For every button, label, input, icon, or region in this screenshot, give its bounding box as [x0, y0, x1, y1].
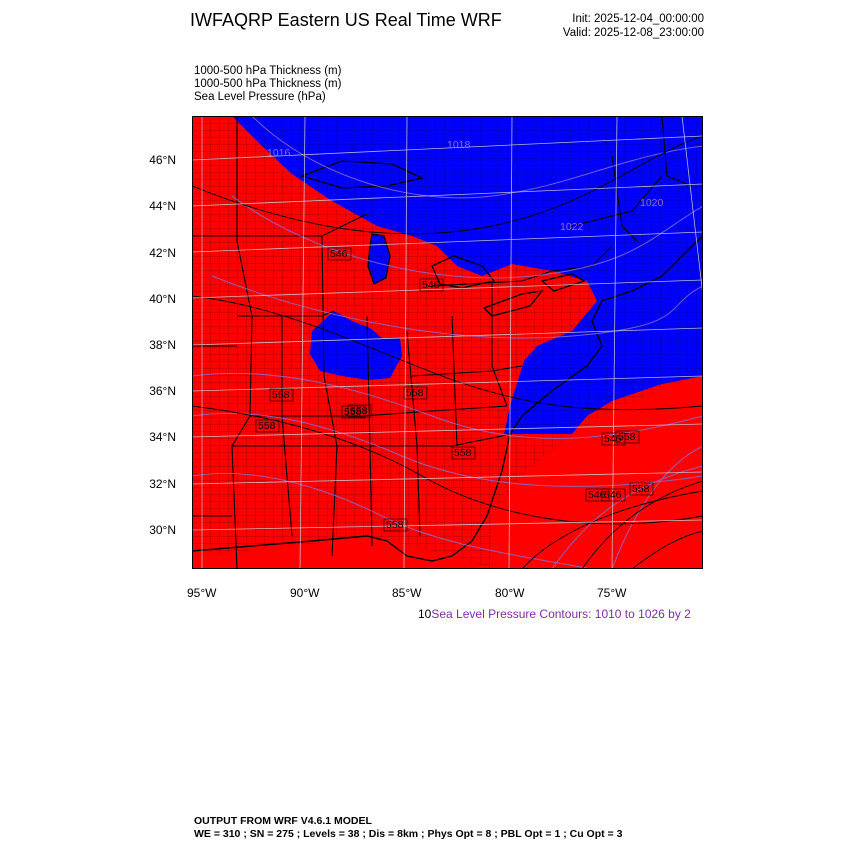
lat-label-42: 42°N: [149, 246, 176, 260]
contour-label-box: [347, 404, 372, 418]
lat-label-34: 34°N: [149, 430, 176, 444]
lat-label-32: 32°N: [149, 477, 176, 491]
lat-label-38: 38°N: [149, 338, 176, 352]
gulf-of-mexico: [192, 536, 492, 569]
footer-settings: WE = 310 ; SN = 275 ; Levels = 38 ; Dis …: [194, 828, 623, 840]
field-label-slp: Sea Level Pressure (hPa): [194, 91, 326, 103]
valid-time: Valid: 2025-12-08_23:00:00: [562, 27, 704, 39]
lat-label-40: 40°N: [149, 292, 176, 306]
thickness-contour-label: 546: [588, 489, 606, 501]
thickness-contour-label: 558: [272, 389, 290, 401]
slp-contour-label: 1022: [560, 221, 584, 233]
lon-label-85: 85°W: [392, 586, 422, 600]
map-frame: [192, 116, 703, 569]
contour-label-box: [601, 488, 626, 502]
thickness-contours: [192, 135, 703, 569]
slp-contours: [192, 116, 703, 569]
contour-label-box: [629, 482, 654, 496]
contour-label-box: [451, 446, 476, 460]
slp-contour-label: 1018: [447, 139, 471, 151]
lat-label-44: 44°N: [149, 199, 176, 213]
lat-label-36: 36°N: [149, 384, 176, 398]
contour-label-box: [615, 430, 640, 444]
lat-label-30: 30°N: [149, 523, 176, 537]
contour-label-box: [327, 247, 352, 261]
thickness-contour-label: 558: [632, 483, 650, 495]
thickness-contour-label: 546: [604, 489, 622, 501]
thickness-contour-label: 546: [422, 279, 440, 291]
thickness-contour-label: 546: [330, 248, 348, 260]
footer-model: OUTPUT FROM WRF V4.6.1 MODEL: [194, 815, 372, 827]
contour-label-box: [269, 388, 294, 402]
lon-label-80: 80°W: [495, 586, 525, 600]
contour-label-box: [403, 386, 428, 400]
graticule: [192, 116, 703, 569]
lon-label-90: 90°W: [290, 586, 320, 600]
lat-label-46: 46°N: [149, 153, 176, 167]
contour-label-box: [585, 488, 610, 502]
contour-label-box: [419, 278, 444, 292]
state-borders: [192, 116, 693, 569]
coastline: [192, 235, 703, 562]
field-label-thickness-2: 1000-500 hPa Thickness (m): [194, 78, 342, 90]
contour-info-prefix: 10: [418, 607, 432, 621]
thickness-contour-label: 558: [350, 405, 368, 417]
slp-contour-info: Sea Level Pressure Contours: 1010 to 102…: [431, 607, 691, 621]
slp-contour-label: 1016: [267, 147, 291, 159]
slp-contour-label: 1020: [640, 197, 664, 209]
contour-label-box: [383, 518, 408, 532]
lon-label-75: 75°W: [597, 586, 627, 600]
thickness-contour-label: 558: [618, 431, 636, 443]
great-lakes: [299, 160, 586, 317]
thickness-contour-label: 558: [344, 406, 362, 418]
thickness-contour-label: 546: [604, 433, 622, 445]
contour-label-box: [255, 419, 280, 433]
thickness-contour-label: 558: [406, 387, 424, 399]
thickness-contour-label: 558: [454, 447, 472, 459]
field-label-thickness-1: 1000-500 hPa Thickness (m): [194, 65, 342, 77]
thickness-contour-label: 558: [258, 420, 276, 432]
init-time: Init: 2025-12-04_00:00:00: [572, 13, 704, 25]
thickness-contour-label: 558: [386, 519, 404, 531]
lon-label-95: 95°W: [187, 586, 217, 600]
contour-label-box: [341, 405, 366, 419]
contour-label-box: [601, 432, 626, 446]
contour-info: 10Sea Level Pressure Contours: 1010 to 1…: [418, 607, 691, 621]
plot-title: IWFAQRP Eastern US Real Time WRF: [190, 10, 502, 30]
